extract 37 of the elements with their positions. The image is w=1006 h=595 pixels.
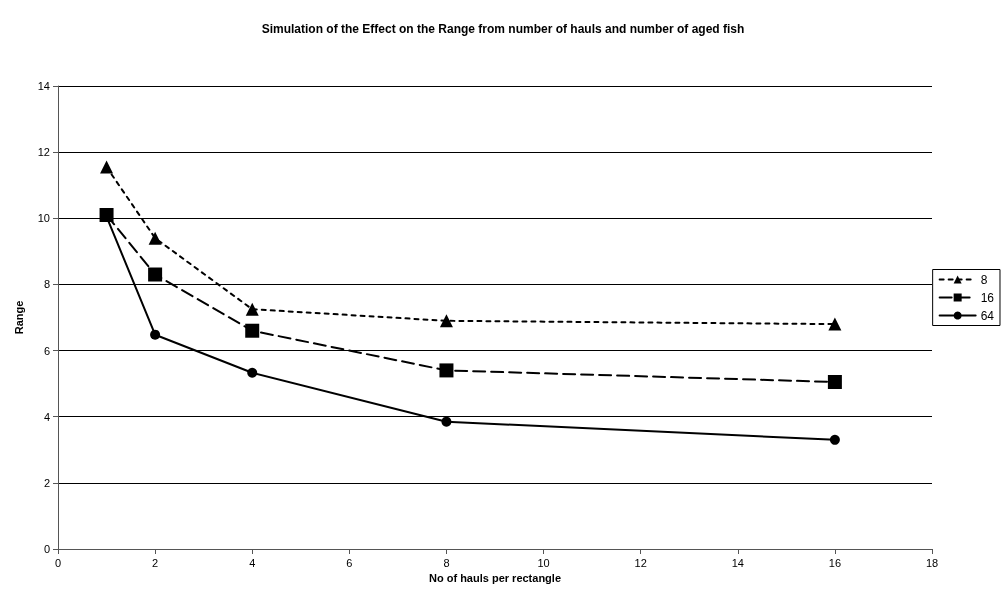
- point: [247, 367, 258, 378]
- y-tick-label: 14: [37, 80, 50, 92]
- point: [148, 267, 163, 282]
- y-tick-label: 8: [43, 278, 50, 291]
- x-tick-label: 2: [152, 556, 159, 569]
- x-tick-label: 14: [731, 556, 744, 569]
- point: [148, 231, 162, 245]
- point: [829, 434, 840, 445]
- legend-label: 64: [980, 308, 995, 323]
- x-tick-label: 18: [925, 556, 939, 569]
- point: [245, 323, 260, 338]
- x-tick-label: 12: [634, 556, 647, 569]
- point: [828, 317, 842, 331]
- x-axis-title: No of hauls per rectangle: [428, 572, 562, 585]
- y-tick-label: 12: [37, 146, 50, 159]
- y-tick-label: 6: [43, 344, 50, 357]
- y-tick-label: 10: [37, 212, 50, 225]
- legend-label: 16: [980, 290, 995, 305]
- y-tick-label: 2: [43, 476, 50, 489]
- point: [245, 302, 259, 316]
- point: [439, 314, 453, 328]
- y-tick-label: 0: [43, 543, 50, 555]
- point: [441, 416, 452, 427]
- point: [439, 363, 454, 378]
- x-tick-label: 4: [249, 556, 256, 569]
- point: [100, 160, 114, 174]
- x-tick-label: 6: [346, 556, 353, 569]
- x-tick-label: 8: [443, 556, 450, 569]
- point: [827, 374, 842, 389]
- x-tick-label: 0: [54, 556, 62, 569]
- x-tick-label: 16: [828, 556, 842, 569]
- x-tick-label: 10: [537, 556, 550, 569]
- y-axis-title: Range: [12, 300, 25, 335]
- point: [150, 329, 161, 340]
- chart-title: Simulation of the Effect on the Range from number of hauls and number of aged fish: [261, 22, 745, 36]
- y-tick-label: 4: [43, 410, 50, 423]
- legend-label: 8: [980, 272, 988, 287]
